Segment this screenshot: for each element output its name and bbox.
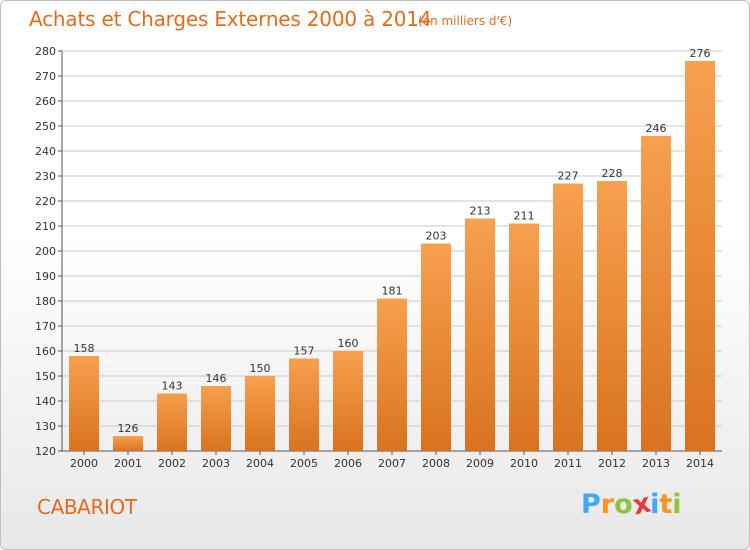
bar — [553, 183, 583, 451]
data-label: 211 — [514, 210, 535, 223]
y-tick-label: 230 — [35, 170, 56, 183]
bar — [509, 223, 539, 451]
bar — [377, 298, 407, 451]
bar — [289, 358, 319, 451]
y-tick-label: 240 — [35, 145, 56, 158]
logo-letter: r — [600, 489, 615, 520]
y-tick-label: 130 — [35, 420, 56, 433]
x-tick-label: 2000 — [70, 457, 98, 470]
x-tick-label: 2008 — [422, 457, 450, 470]
y-tick-label: 150 — [35, 370, 56, 383]
x-tick-label: 2006 — [334, 457, 362, 470]
data-label: 160 — [338, 337, 359, 350]
x-tick-label: 2005 — [290, 457, 318, 470]
y-tick-label: 220 — [35, 195, 56, 208]
bar — [113, 436, 143, 451]
data-label: 150 — [250, 362, 271, 375]
x-tick-label: 2012 — [598, 457, 626, 470]
commune-name: CABARIOT — [37, 495, 137, 519]
x-tick-label: 2002 — [158, 457, 186, 470]
proxiti-logo: Proxiti — [581, 488, 682, 522]
bar — [641, 136, 671, 451]
bar — [157, 393, 187, 451]
x-tick-label: 2003 — [202, 457, 230, 470]
x-tick-label: 2014 — [686, 457, 714, 470]
bar — [245, 376, 275, 451]
data-label: 158 — [74, 342, 95, 355]
bar — [69, 356, 99, 451]
y-tick-label: 180 — [35, 295, 56, 308]
y-tick-label: 120 — [35, 445, 56, 458]
y-tick-label: 160 — [35, 345, 56, 358]
x-tick-label: 2013 — [642, 457, 670, 470]
data-labels: 158 126 143 146 150 157 160 181 203 213 211 227 228 2… — [74, 47, 711, 435]
bar — [201, 386, 231, 451]
logo-letter: P — [581, 489, 601, 520]
bars — [69, 61, 715, 451]
x-tick-label: 2004 — [246, 457, 274, 470]
chart-unit: (en milliers d'€) — [418, 14, 513, 28]
x-tick-label: 2010 — [510, 457, 538, 470]
bar — [465, 218, 495, 451]
y-tick-label: 260 — [35, 95, 56, 108]
bar — [597, 181, 627, 451]
x-tick-label: 2001 — [114, 457, 142, 470]
logo-letter: i — [672, 489, 682, 520]
y-tick-label: 270 — [35, 70, 56, 83]
y-tick-label: 140 — [35, 395, 56, 408]
y-tick-label: 170 — [35, 320, 56, 333]
data-label: 228 — [602, 167, 623, 180]
data-label: 246 — [646, 122, 667, 135]
data-label: 276 — [690, 47, 711, 60]
y-tick-label: 280 — [35, 45, 56, 58]
data-label: 181 — [382, 285, 403, 298]
logo-letter: i — [650, 489, 660, 520]
data-label: 146 — [206, 372, 227, 385]
x-tick-label: 2007 — [378, 457, 406, 470]
y-tick-label: 190 — [35, 270, 56, 283]
data-label: 203 — [426, 230, 447, 243]
bar — [421, 243, 451, 451]
x-tick-label: 2011 — [554, 457, 582, 470]
chart-title: Achats et Charges Externes 2000 à 2014 — [29, 7, 432, 31]
bar — [333, 351, 363, 451]
y-tick-label: 250 — [35, 120, 56, 133]
logo-letter: o — [614, 489, 633, 520]
data-label: 213 — [470, 205, 491, 218]
bar — [685, 61, 715, 451]
data-label: 157 — [294, 345, 315, 358]
x-tick-label: 2009 — [466, 457, 494, 470]
y-tick-label: 200 — [35, 245, 56, 258]
data-label: 126 — [118, 422, 139, 435]
y-tick-label: 210 — [35, 220, 56, 233]
data-label: 143 — [162, 380, 183, 393]
logo-letter: t — [659, 489, 673, 520]
data-label: 227 — [558, 170, 579, 183]
